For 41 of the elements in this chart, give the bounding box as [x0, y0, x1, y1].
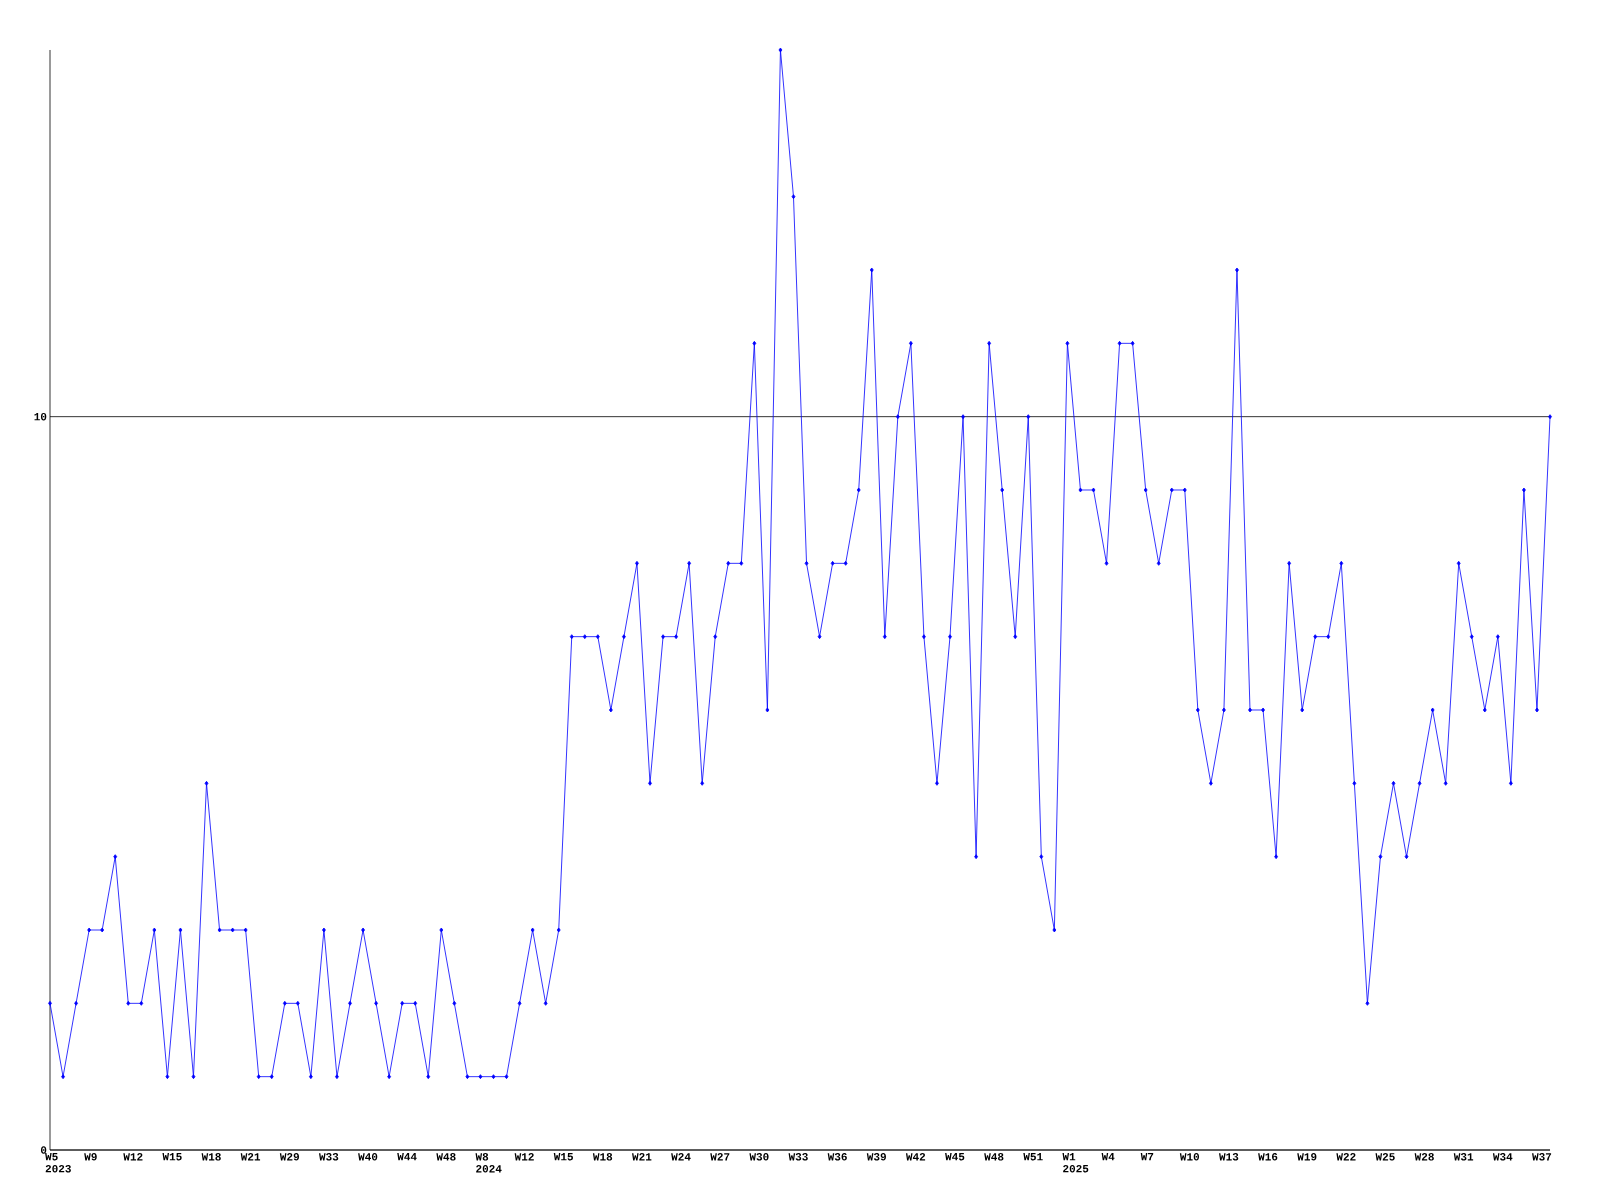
- x-tick-label: W42: [905, 1153, 926, 1161]
- y-tick-label: 10: [34, 412, 47, 421]
- x-tick-label: W25: [1375, 1153, 1395, 1161]
- x-tick-label: W28: [1414, 1153, 1434, 1161]
- x-tick-label: W13: [1219, 1153, 1239, 1161]
- x-tick-label: W10: [1179, 1153, 1200, 1161]
- x-tick-label: W40: [358, 1153, 378, 1161]
- x-tick-label: W8 2024: [475, 1153, 502, 1173]
- x-tick-label: W31: [1453, 1153, 1474, 1161]
- y-tick-label: 0: [40, 1146, 47, 1154]
- x-tick-label: W19: [1297, 1153, 1317, 1161]
- x-tick-label: W34: [1492, 1153, 1513, 1161]
- x-tick-label: W9: [84, 1153, 97, 1161]
- x-tick-label: W48: [436, 1153, 456, 1161]
- x-tick-label: W1 2025: [1062, 1153, 1089, 1173]
- x-tick-label: W44: [397, 1153, 417, 1161]
- x-tick-label: W16: [1258, 1153, 1278, 1161]
- x-tick-label: W36: [827, 1153, 847, 1161]
- x-tick-label: W30: [749, 1153, 769, 1161]
- x-tick-label: W24: [671, 1153, 691, 1161]
- x-tick-label: W18: [592, 1153, 613, 1161]
- x-tick-label: W7: [1140, 1153, 1154, 1161]
- x-tick-label: W48: [984, 1153, 1004, 1161]
- x-tick-label: W45: [945, 1153, 965, 1161]
- x-tick-label: W27: [710, 1153, 730, 1161]
- x-tick-label: W12: [123, 1153, 143, 1161]
- x-tick-label: W21: [632, 1153, 652, 1161]
- x-tick-label: W15: [162, 1153, 182, 1161]
- x-tick-label: W51: [1023, 1153, 1043, 1161]
- x-tick-label: W29: [279, 1153, 300, 1161]
- x-tick-label: W37: [1532, 1153, 1552, 1161]
- x-tick-label: W18: [201, 1153, 221, 1161]
- x-tick-label: W4: [1101, 1153, 1115, 1161]
- x-tick-label: W12: [514, 1153, 534, 1161]
- x-tick-label: W21: [240, 1153, 261, 1161]
- x-tick-label: W15: [553, 1153, 573, 1161]
- x-tick-label: W39: [866, 1153, 886, 1161]
- x-tick-label: W5 2023: [45, 1153, 71, 1173]
- x-tick-label: W33: [318, 1153, 339, 1161]
- x-tick-label: W33: [788, 1153, 808, 1161]
- x-tick-label: W22: [1336, 1153, 1356, 1161]
